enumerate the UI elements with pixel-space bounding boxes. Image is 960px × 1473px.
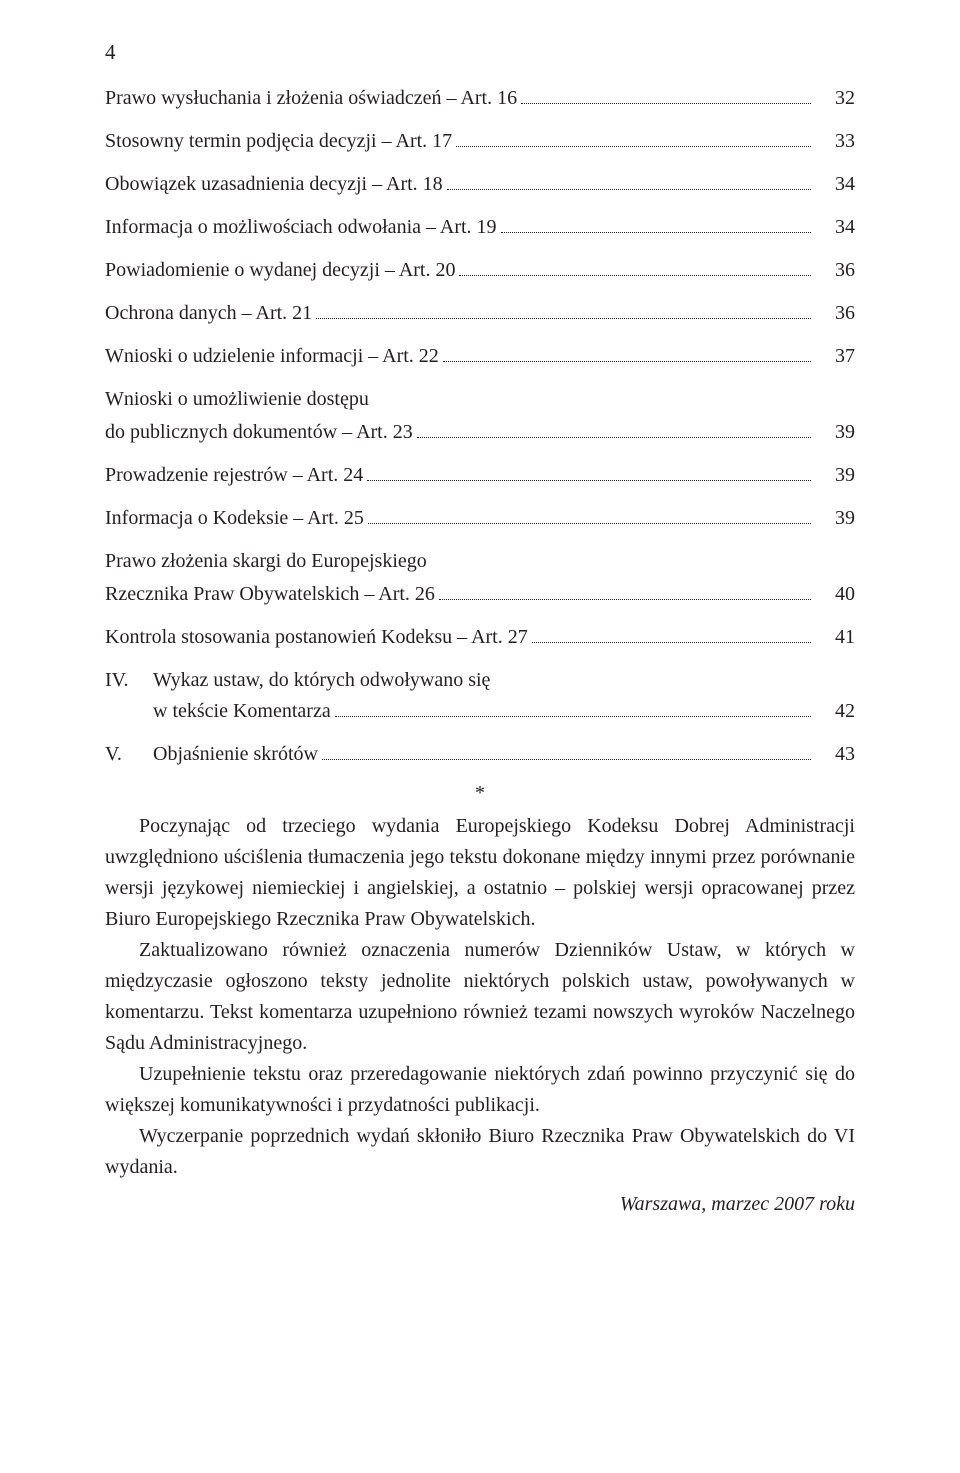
toc-page: 33 — [815, 126, 855, 157]
toc-title: Obowiązek uzasadnienia decyzji – Art. 18 — [105, 169, 443, 200]
toc-page: 34 — [815, 169, 855, 200]
toc-page: 39 — [815, 460, 855, 491]
toc-page: 34 — [815, 212, 855, 243]
toc-roman-row: V. Objaśnienie skrótów 43 — [105, 739, 855, 770]
toc-leader-dots — [322, 759, 811, 760]
toc-title: Kontrola stosowania postanowień Kodeksu … — [105, 622, 528, 653]
toc-title: Informacja o możliwościach odwołania – A… — [105, 212, 497, 243]
toc-page: 43 — [815, 739, 855, 770]
toc-page: 32 — [815, 83, 855, 114]
page: 4 Prawo wysłuchania i złożenia oświadcze… — [0, 0, 960, 1473]
toc-leader-dots — [368, 523, 811, 524]
toc-row: Informacja o możliwościach odwołania – A… — [105, 212, 855, 243]
toc-leader-dots — [335, 716, 811, 717]
toc-leader-dots — [501, 232, 811, 233]
toc-title: do publicznych dokumentów – Art. 23 — [105, 417, 413, 448]
toc-title: Wnioski o udzielenie informacji – Art. 2… — [105, 341, 439, 372]
toc-title: Rzecznika Praw Obywatelskich – Art. 26 — [105, 579, 435, 610]
toc-leader-dots — [447, 189, 811, 190]
body-paragraph: Wyczerpanie poprzednich wydań skłoniło B… — [105, 1121, 855, 1183]
toc-page: 37 — [815, 341, 855, 372]
signoff-date-place: Warszawa, marzec 2007 roku — [105, 1193, 855, 1216]
toc-row: Wnioski o umożliwienie dostępu — [105, 384, 855, 415]
toc-leader-dots — [367, 480, 811, 481]
body-paragraph: Zaktualizowano również oznaczenia numeró… — [105, 935, 855, 1059]
toc-title: Stosowny termin podjęcia decyzji – Art. … — [105, 126, 452, 157]
toc-page: 39 — [815, 503, 855, 534]
toc-title: Ochrona danych – Art. 21 — [105, 298, 312, 329]
toc-title: Wnioski o umożliwienie dostępu — [105, 384, 369, 415]
toc-row: Stosowny termin podjęcia decyzji – Art. … — [105, 126, 855, 157]
toc-leader-dots — [456, 146, 811, 147]
toc-row: Kontrola stosowania postanowień Kodeksu … — [105, 622, 855, 653]
toc-page: 41 — [815, 622, 855, 653]
toc-row: Prawo złożenia skargi do Europejskiego — [105, 546, 855, 577]
toc-title: w tekście Komentarza — [153, 696, 331, 727]
toc-title: Wykaz ustaw, do których odwoływano się — [153, 665, 855, 696]
toc-page: 42 — [815, 696, 855, 727]
toc-row: Wnioski o udzielenie informacji – Art. 2… — [105, 341, 855, 372]
toc-page: 36 — [815, 255, 855, 286]
toc-row: Prawo wysłuchania i złożenia oświadczeń … — [105, 83, 855, 114]
toc-row: Rzecznika Praw Obywatelskich – Art. 26 4… — [105, 579, 855, 610]
toc-row: Informacja o Kodeksie – Art. 25 39 — [105, 503, 855, 534]
toc-row: Ochrona danych – Art. 21 36 — [105, 298, 855, 329]
toc-row: do publicznych dokumentów – Art. 23 39 — [105, 417, 855, 448]
body-paragraph: Poczynając od trzeciego wydania Europejs… — [105, 811, 855, 935]
roman-numeral: V. — [105, 739, 153, 770]
toc-title: Prawo wysłuchania i złożenia oświadczeń … — [105, 83, 517, 114]
toc-leader-dots — [459, 275, 811, 276]
body-paragraph: Uzupełnienie tekstu oraz przeredagowanie… — [105, 1059, 855, 1121]
toc-title: Prowadzenie rejestrów – Art. 24 — [105, 460, 363, 491]
page-number: 4 — [105, 40, 855, 65]
toc-row: Obowiązek uzasadnienia decyzji – Art. 18… — [105, 169, 855, 200]
toc-leader-dots — [439, 599, 811, 600]
toc-leader-dots — [521, 103, 811, 104]
toc-leader-dots — [316, 318, 811, 319]
toc-title: Prawo złożenia skargi do Europejskiego — [105, 546, 427, 577]
toc-row: Prowadzenie rejestrów – Art. 24 39 — [105, 460, 855, 491]
toc-page: 36 — [815, 298, 855, 329]
toc-title: Powiadomienie o wydanej decyzji – Art. 2… — [105, 255, 455, 286]
toc-leader-dots — [532, 642, 811, 643]
toc-page: 40 — [815, 579, 855, 610]
toc-row: Powiadomienie o wydanej decyzji – Art. 2… — [105, 255, 855, 286]
section-divider-asterisk: * — [105, 782, 855, 805]
toc-roman-row: IV. Wykaz ustaw, do których odwoływano s… — [105, 665, 855, 727]
toc-leader-dots — [417, 437, 811, 438]
toc-title: Objaśnienie skrótów — [153, 739, 318, 770]
toc-page: 39 — [815, 417, 855, 448]
roman-numeral: IV. — [105, 665, 153, 727]
toc-title: Informacja o Kodeksie – Art. 25 — [105, 503, 364, 534]
toc-leader-dots — [443, 361, 811, 362]
